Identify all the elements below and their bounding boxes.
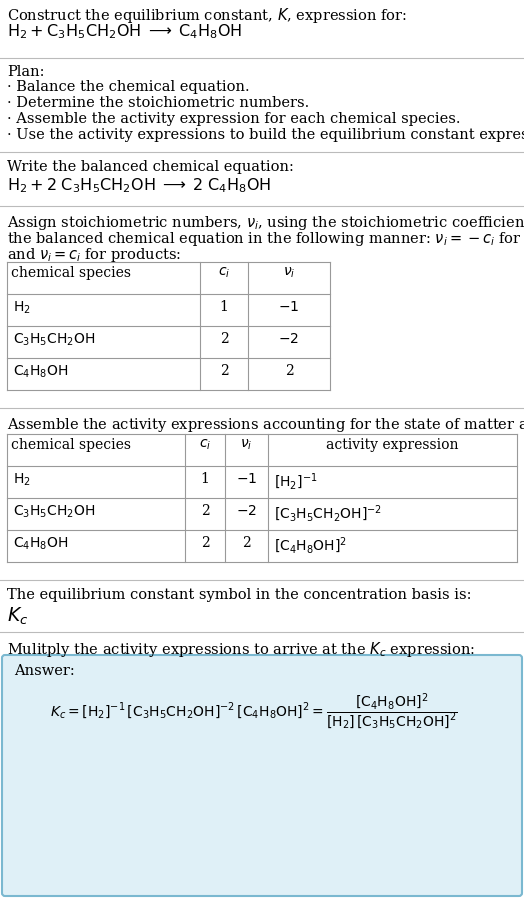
Text: $-1$: $-1$ [236, 472, 257, 486]
Text: $-2$: $-2$ [278, 332, 300, 346]
Text: $\text{H}_2$: $\text{H}_2$ [13, 300, 31, 316]
Text: $\text{C}_3\text{H}_5\text{CH}_2\text{OH}$: $\text{C}_3\text{H}_5\text{CH}_2\text{OH… [13, 504, 95, 521]
Text: · Balance the chemical equation.: · Balance the chemical equation. [7, 80, 249, 94]
Text: $\text{C}_4\text{H}_8\text{OH}$: $\text{C}_4\text{H}_8\text{OH}$ [13, 536, 69, 552]
Text: Assign stoichiometric numbers, $\nu_i$, using the stoichiometric coefficients, $: Assign stoichiometric numbers, $\nu_i$, … [7, 214, 524, 232]
Text: · Assemble the activity expression for each chemical species.: · Assemble the activity expression for e… [7, 112, 461, 126]
Text: $-1$: $-1$ [278, 300, 300, 314]
Text: and $\nu_i = c_i$ for products:: and $\nu_i = c_i$ for products: [7, 246, 181, 264]
Text: activity expression: activity expression [326, 438, 458, 452]
Text: The equilibrium constant symbol in the concentration basis is:: The equilibrium constant symbol in the c… [7, 588, 472, 602]
Text: 2: 2 [220, 332, 228, 346]
Text: · Use the activity expressions to build the equilibrium constant expression.: · Use the activity expressions to build … [7, 128, 524, 142]
Text: Mulitply the activity expressions to arrive at the $K_c$ expression:: Mulitply the activity expressions to arr… [7, 640, 475, 659]
Text: Construct the equilibrium constant, $K$, expression for:: Construct the equilibrium constant, $K$,… [7, 6, 407, 25]
Text: $K_c$: $K_c$ [7, 606, 28, 627]
Text: 2: 2 [285, 364, 293, 378]
Text: · Determine the stoichiometric numbers.: · Determine the stoichiometric numbers. [7, 96, 309, 110]
Text: $c_i$: $c_i$ [218, 266, 230, 280]
Text: $\text{C}_3\text{H}_5\text{CH}_2\text{OH}$: $\text{C}_3\text{H}_5\text{CH}_2\text{OH… [13, 332, 95, 349]
Text: Assemble the activity expressions accounting for the state of matter and $\nu_i$: Assemble the activity expressions accoun… [7, 416, 524, 434]
Text: 2: 2 [242, 536, 251, 550]
Text: the balanced chemical equation in the following manner: $\nu_i = -c_i$ for react: the balanced chemical equation in the fo… [7, 230, 524, 248]
Text: $[\text{C}_4\text{H}_8\text{OH}]^{2}$: $[\text{C}_4\text{H}_8\text{OH}]^{2}$ [274, 536, 347, 557]
FancyBboxPatch shape [2, 655, 522, 896]
Text: Write the balanced chemical equation:: Write the balanced chemical equation: [7, 160, 294, 174]
Text: Answer:: Answer: [14, 664, 75, 678]
Text: $K_c = [\text{H}_2]^{-1}\,[\text{C}_3\text{H}_5\text{CH}_2\text{OH}]^{-2}\,[\tex: $K_c = [\text{H}_2]^{-1}\,[\text{C}_3\te… [50, 692, 457, 733]
Text: $\text{H}_2 + \text{C}_3\text{H}_5\text{CH}_2\text{OH}$$\;\longrightarrow\; \tex: $\text{H}_2 + \text{C}_3\text{H}_5\text{… [7, 22, 242, 41]
Text: Plan:: Plan: [7, 65, 45, 79]
Text: 1: 1 [201, 472, 210, 486]
Text: $\text{C}_4\text{H}_8\text{OH}$: $\text{C}_4\text{H}_8\text{OH}$ [13, 364, 69, 380]
Text: $[\text{C}_3\text{H}_5\text{CH}_2\text{OH}]^{-2}$: $[\text{C}_3\text{H}_5\text{CH}_2\text{O… [274, 504, 382, 524]
Text: 1: 1 [220, 300, 228, 314]
Text: $[\text{H}_2]^{-1}$: $[\text{H}_2]^{-1}$ [274, 472, 318, 493]
Text: $\text{H}_2 + 2\;\text{C}_3\text{H}_5\text{CH}_2\text{OH}\;\longrightarrow\;2\;\: $\text{H}_2 + 2\;\text{C}_3\text{H}_5\te… [7, 176, 271, 195]
Text: 2: 2 [220, 364, 228, 378]
Text: 2: 2 [201, 504, 210, 518]
Text: 2: 2 [201, 536, 210, 550]
Text: chemical species: chemical species [11, 438, 131, 452]
Text: chemical species: chemical species [11, 266, 131, 280]
Text: $\nu_i$: $\nu_i$ [241, 438, 253, 452]
Text: $\text{H}_2$: $\text{H}_2$ [13, 472, 31, 488]
Text: $c_i$: $c_i$ [199, 438, 211, 452]
Text: $\nu_i$: $\nu_i$ [283, 266, 295, 280]
Text: $-2$: $-2$ [236, 504, 257, 518]
